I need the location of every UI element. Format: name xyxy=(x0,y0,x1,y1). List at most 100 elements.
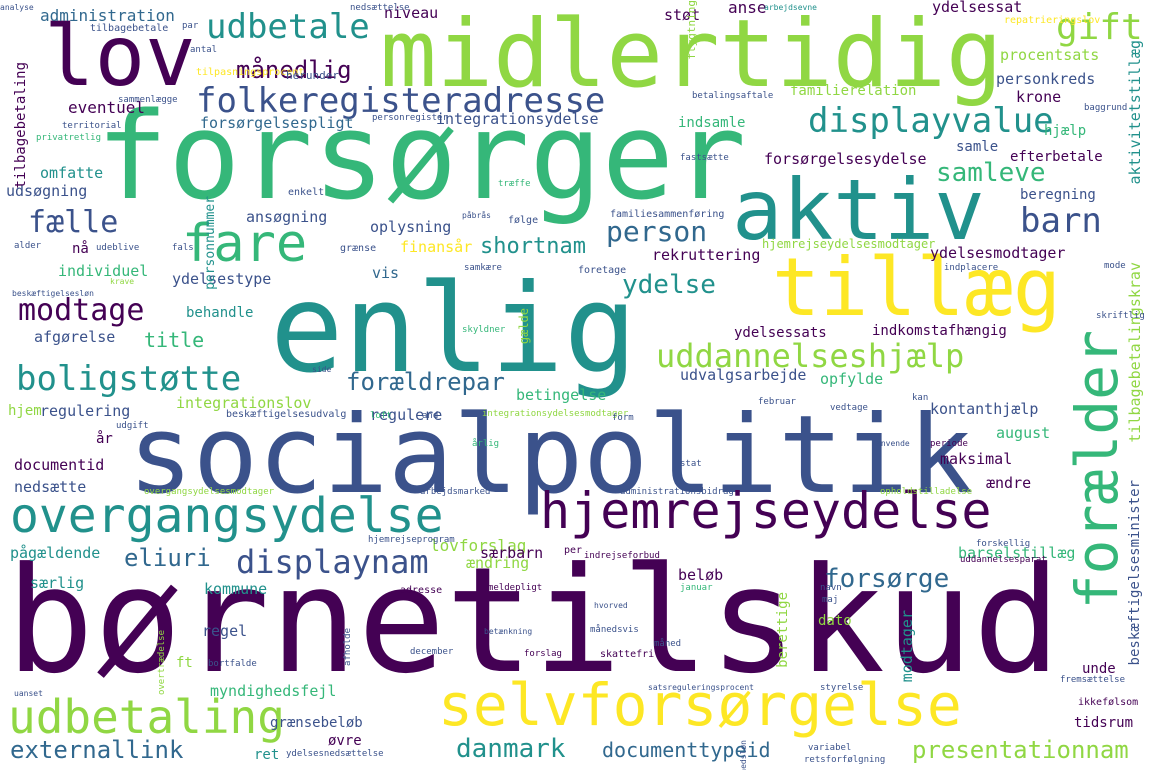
word-bortfalde: bortfalde xyxy=(208,659,257,669)
word-niveau: niveau xyxy=(384,4,439,22)
word-per: per xyxy=(564,545,583,556)
word-samkaere: samkære xyxy=(464,263,502,273)
word-maanedlig: månedlig xyxy=(236,56,352,84)
word-aar: år xyxy=(96,431,113,447)
word-analyse: analyse xyxy=(0,3,34,12)
word-vedtage: vedtage xyxy=(830,403,868,413)
word-danmark: danmark xyxy=(456,734,566,764)
word-paagaeldende: pågældende xyxy=(10,544,101,562)
word-betingelse: betingelse xyxy=(516,386,607,404)
word-fremsaettelse: fremsættelse xyxy=(1060,675,1126,685)
word-graensebeloeb: grænsebeløb xyxy=(270,715,363,731)
word-procentsats: procentsats xyxy=(1000,46,1100,64)
word-ydelsestype: ydelsestype xyxy=(172,270,272,288)
word-variabel: variabel xyxy=(808,743,852,753)
word-ydelsesnedsaettelse: ydelsesnedsættelse xyxy=(286,749,384,759)
word-ikkefoelsom: ikkefølsom xyxy=(1078,697,1139,708)
word-integrationssydelse: integrationsydelse xyxy=(436,110,599,128)
word-december: december xyxy=(410,647,454,657)
word-tillaeg: tillæg xyxy=(772,241,1061,334)
word-title: title xyxy=(144,328,205,352)
word-lovforslag: lovforslag xyxy=(430,536,527,555)
word-betalingsaftale: betalingsaftale xyxy=(692,91,774,101)
word-familierelation: familierelation xyxy=(790,83,917,99)
word-traeffe: træffe xyxy=(498,179,531,189)
word-foelge: følge xyxy=(508,215,539,226)
word-baggrund: baggrund xyxy=(1084,103,1128,113)
word-omfatte: omfatte xyxy=(40,164,104,182)
word-udvalgsarbejde: udvalgsarbejde xyxy=(680,366,807,384)
word-bornetilskud: børnetilskud xyxy=(6,536,1061,706)
word-retsforfoelgning: retsforfølgning xyxy=(804,755,886,765)
word-forsorger: forsørger xyxy=(96,88,747,227)
word-person: person xyxy=(606,215,708,248)
word-efterbetale: efterbetale xyxy=(1010,149,1103,165)
word-skattefri: skattefri xyxy=(600,649,655,660)
word-sammenlaegge: sammenlægge xyxy=(118,95,178,105)
word-satsreguleringsprocent: satsreguleringsprocent xyxy=(648,683,754,692)
word-and: and xyxy=(422,411,439,421)
word-displayvalue: displayvalue xyxy=(808,101,1054,141)
word-herunder: herunder xyxy=(286,69,339,82)
word-documenttypeid: documenttypeid xyxy=(602,738,771,762)
word-foraelder: forælder xyxy=(1063,330,1131,610)
word-foraeldrepar: forældrepar xyxy=(346,368,505,396)
word-par: par xyxy=(182,21,199,31)
word-navn: navn xyxy=(820,583,842,593)
word-aendring: ændring xyxy=(466,554,530,572)
word-overgangsydelse: overgangsydelse xyxy=(10,488,444,544)
word-adresse: adresse xyxy=(400,585,443,596)
word-uddannelsesparat: uddannelsesparat xyxy=(960,555,1047,565)
word-ret: ret xyxy=(254,747,280,763)
word-behandle: behandle xyxy=(186,305,254,321)
word-august: august xyxy=(996,424,1051,442)
word-overgangsydelsesmodtager: overgangsydelsesmodtager xyxy=(144,487,275,497)
word-uanset: uanset xyxy=(14,689,43,698)
word-tilbagebetalingskrav: tilbagebetalingskrav xyxy=(1126,262,1144,443)
word-tidsrum: tidsrum xyxy=(1074,715,1134,731)
word-kontanthjaelp: kontanthjælp xyxy=(930,400,1039,418)
word-maanedsvis: månedsvis xyxy=(590,625,639,635)
word-indrejseforbud: indrejseforbud xyxy=(584,551,660,561)
word-krone: krone xyxy=(1016,88,1062,106)
word-fare: fare xyxy=(182,214,308,274)
word-samle: samle xyxy=(956,139,999,155)
word-betaenkning: betænkning xyxy=(484,627,533,636)
word-forsorgelsespligt: forsørgelsespligt xyxy=(200,114,354,132)
word-antal: antal xyxy=(190,45,218,55)
word-maksimal: maksimal xyxy=(940,450,1013,468)
word-loft: loft xyxy=(370,411,392,421)
word-aendre: ændre xyxy=(986,474,1032,492)
word-ydelse: ydelse xyxy=(622,270,716,300)
word-form: form xyxy=(612,413,634,423)
word-graense: grænse xyxy=(340,243,377,254)
word-ansogning: ansøgning xyxy=(246,208,328,226)
word-foretage: foretage xyxy=(578,265,627,276)
word-administrationsbidrag: administrationsbidrag xyxy=(620,487,734,497)
word-fals: fals xyxy=(172,243,194,253)
word-barn: barn xyxy=(1020,201,1102,241)
word-opfylde: opfylde xyxy=(820,370,884,388)
word-individuel: individuel xyxy=(58,262,149,280)
word-enlig: enlig xyxy=(270,258,638,400)
word-beloeb: beløb xyxy=(678,566,724,584)
word-eliuri: eliuri xyxy=(124,544,211,572)
word-unde: unde xyxy=(1082,661,1116,677)
word-overtraedelse: overtrædelse xyxy=(157,630,167,696)
word-januar: januar xyxy=(680,583,713,593)
word-regel: regel xyxy=(202,622,248,640)
word-samleve: samleve xyxy=(936,158,1046,188)
word-enkelt: enkelt xyxy=(288,187,325,198)
word-alder: alder xyxy=(14,241,42,251)
word-periode: periode xyxy=(930,439,968,449)
word-maj: maj xyxy=(822,595,839,605)
word-privatretlig: privatretlig xyxy=(36,133,102,143)
word-nedsaette: nedsætte xyxy=(14,478,87,496)
word-ydelsessats: ydelsessats xyxy=(734,325,827,341)
word-afgorelse: afgørelse xyxy=(34,328,116,346)
word-regulere: regulere xyxy=(370,406,443,424)
word-documentid: documentid xyxy=(14,456,105,474)
word-familiesammenfoering: familiesammenføring xyxy=(610,209,725,220)
word-anse: anse xyxy=(728,0,767,17)
word-ydelsesmodtager: ydelsesmodtager xyxy=(930,244,1066,262)
